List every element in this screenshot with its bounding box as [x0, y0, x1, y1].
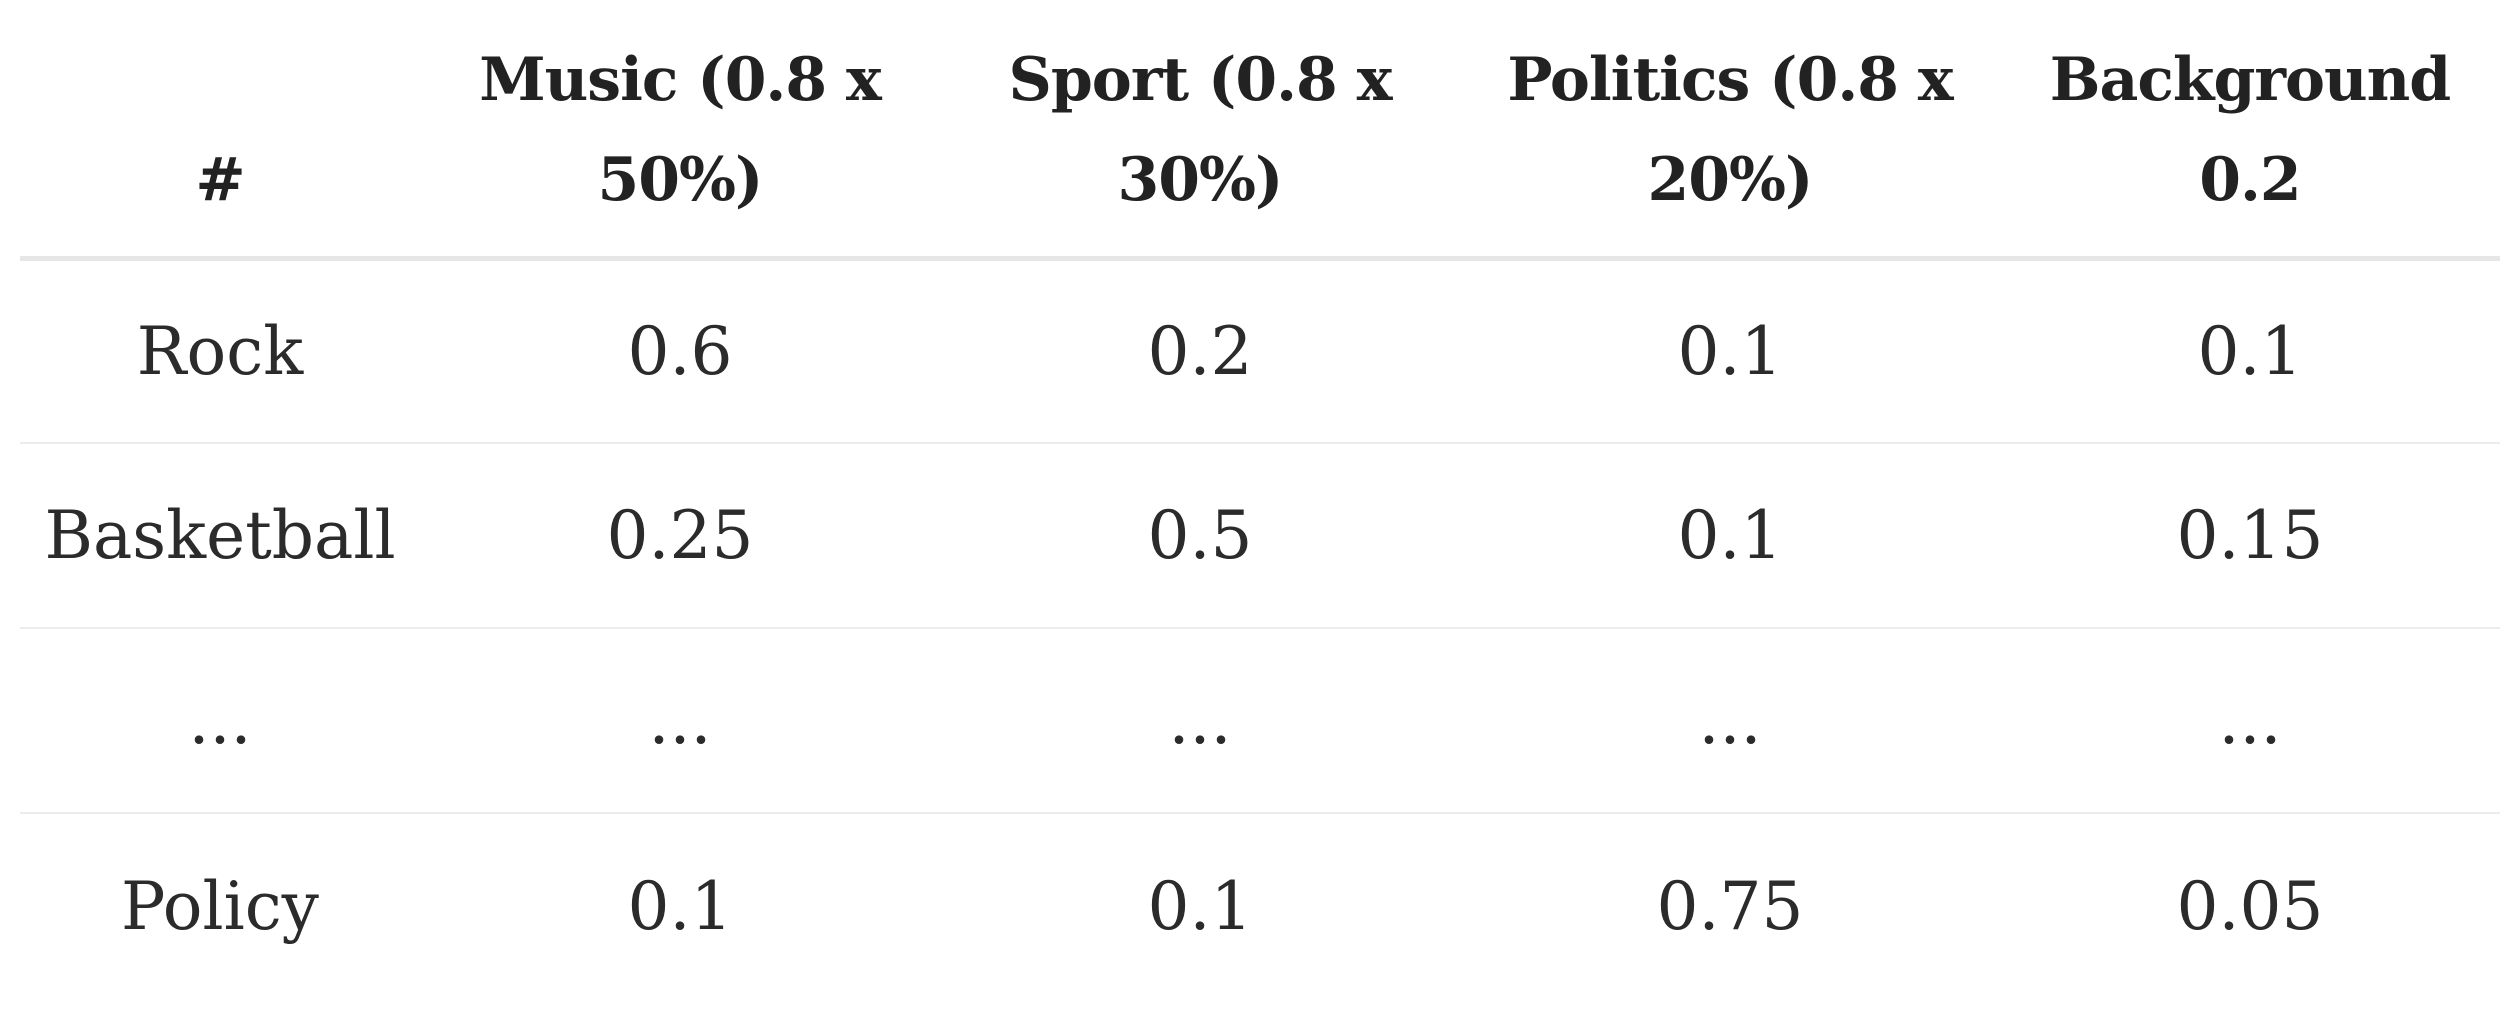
music-cell: 0.25 — [420, 443, 940, 629]
header-music-column: Music (0.8 x 50%) — [420, 0, 940, 261]
background-cell: 0.1 — [2000, 258, 2500, 444]
word-cell: ... — [20, 628, 420, 814]
word-cell: Policy — [121, 867, 319, 945]
sport-cell: ... — [940, 628, 1460, 814]
header-sport-column: Sport (0.8 x 30%) — [940, 0, 1460, 261]
sport-cell: 0.1 — [1147, 867, 1253, 945]
table-body: Rock 0.6 0.2 0.1 0.1 Basketball 0.25 0.5… — [20, 258, 2500, 998]
politics-cell: 0.1 — [1460, 443, 2000, 629]
table-row: Policy 0.1 0.1 0.75 0.05 — [20, 813, 2500, 998]
background-cell: 0.15 — [2000, 443, 2500, 629]
politics-cell: 0.75 — [1656, 867, 1804, 945]
table-row: ... ... ... ... ... — [20, 628, 2500, 814]
table-header: # Music (0.8 x 50%) Sport (0.8 x 30%) Po… — [20, 0, 2500, 261]
word-cell: Basketball — [20, 443, 420, 629]
music-cell: 0.1 — [627, 867, 733, 945]
table-row: Basketball 0.25 0.5 0.1 0.15 — [20, 443, 2500, 629]
music-cell: ... — [420, 628, 940, 814]
header-politics-column: Politics (0.8 x 20%) — [1460, 0, 2000, 261]
politics-cell: ... — [1460, 628, 2000, 814]
sport-cell: 0.5 — [940, 443, 1460, 629]
header-row: # Music (0.8 x 50%) Sport (0.8 x 30%) Po… — [20, 0, 2500, 261]
header-background-column: Background 0.2 — [2000, 0, 2500, 261]
politics-cell: 0.1 — [1460, 258, 2000, 444]
background-cell: 0.05 — [2176, 867, 2324, 945]
header-word-column: # — [20, 0, 420, 261]
music-cell: 0.6 — [420, 258, 940, 444]
topic-probability-table: # Music (0.8 x 50%) Sport (0.8 x 30%) Po… — [20, 0, 2500, 998]
probability-table-container: # Music (0.8 x 50%) Sport (0.8 x 30%) Po… — [20, 0, 2500, 998]
word-cell: Rock — [20, 258, 420, 444]
background-cell: ... — [2000, 628, 2500, 814]
sport-cell: 0.2 — [940, 258, 1460, 444]
table-row: Rock 0.6 0.2 0.1 0.1 — [20, 258, 2500, 444]
